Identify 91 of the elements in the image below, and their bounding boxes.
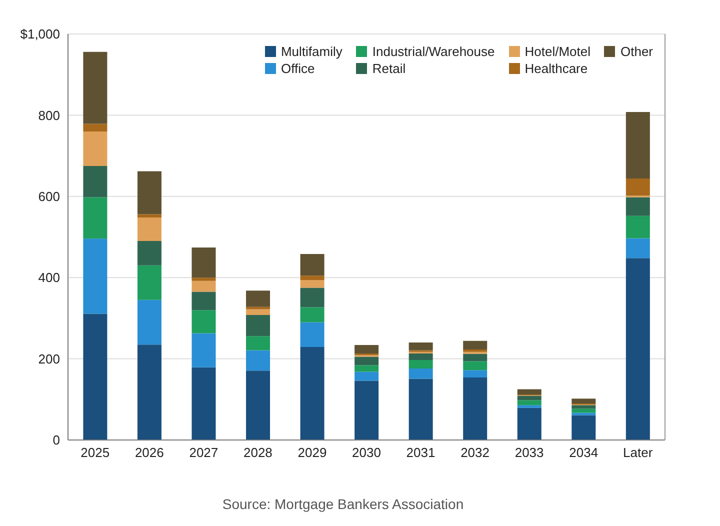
source-note: Source: Mortgage Bankers Association: [221, 496, 465, 512]
y-tick-label: 200: [38, 351, 60, 366]
bar: [408, 354, 433, 360]
bar: [626, 197, 650, 216]
bar: [192, 310, 216, 334]
bar: [300, 307, 324, 322]
legend-label: Other: [620, 44, 653, 59]
bar: [246, 290, 270, 307]
x-tick-label: Later: [623, 445, 654, 460]
bar: [83, 238, 108, 314]
bar: [246, 306, 270, 310]
bar: [408, 360, 433, 369]
x-tick-label: 2031: [406, 445, 436, 460]
bar: [572, 415, 596, 440]
bar: [517, 389, 542, 395]
bar: [517, 405, 542, 408]
legend-label: Multifamily: [280, 44, 342, 59]
bar: [246, 370, 270, 440]
bar: [626, 178, 650, 196]
bar: [354, 380, 379, 440]
x-tick-label: 2033: [514, 445, 544, 460]
bar: [572, 398, 596, 404]
bar: [408, 342, 433, 350]
bar: [137, 214, 162, 218]
bar: [246, 336, 270, 350]
bar: [83, 197, 108, 239]
bar: [137, 265, 162, 300]
bar: [300, 254, 324, 276]
bar: [463, 370, 488, 378]
bar: [192, 248, 216, 278]
x-tick-label: 2025: [80, 445, 110, 460]
bar: [408, 378, 433, 440]
bar: [626, 216, 650, 238]
bar: [572, 408, 596, 413]
bar: [300, 276, 324, 280]
legend-label: Healthcare: [524, 61, 588, 76]
bar: [354, 344, 379, 354]
bar: [300, 280, 324, 288]
bar: [463, 349, 488, 352]
bar: [137, 300, 162, 345]
bar: [137, 218, 162, 242]
bar: [517, 396, 542, 400]
bar: [354, 356, 379, 366]
x-tick-label: 2029: [298, 445, 327, 460]
bar: [192, 367, 216, 440]
y-tick-label: $1,000: [20, 26, 60, 42]
bar: [83, 124, 108, 132]
bar: [408, 368, 433, 379]
legend-label: Hotel/Motel: [524, 44, 590, 59]
bar: [192, 280, 216, 292]
bar: [137, 171, 162, 214]
y-tick-label: 400: [38, 270, 60, 286]
bar: [83, 166, 108, 198]
bar: [463, 377, 488, 440]
bar: [626, 258, 650, 440]
bar: [626, 112, 650, 179]
bar: [300, 288, 324, 308]
legend-label: Retail: [372, 61, 406, 76]
bar: [463, 354, 488, 362]
bar: [626, 238, 650, 258]
bar: [572, 405, 596, 409]
bar: [463, 340, 488, 350]
x-tick-label: 2030: [352, 445, 381, 460]
bar: [137, 344, 162, 440]
bar: [83, 314, 108, 440]
bar: [246, 314, 270, 336]
bar: [83, 52, 108, 124]
legend-label: Industrial/Warehouse: [372, 44, 495, 59]
x-tick-label: 2028: [243, 445, 272, 460]
y-tick-label: 800: [38, 108, 60, 123]
x-tick-label: 2034: [569, 445, 598, 460]
bar: [517, 400, 542, 406]
bar: [354, 372, 379, 381]
bar: [192, 333, 216, 368]
x-tick-label: 2027: [189, 445, 218, 460]
x-tick-label: 2032: [460, 445, 490, 460]
bar: [192, 292, 216, 310]
x-tick-label: 2026: [134, 445, 164, 460]
bar: [517, 408, 542, 440]
bar: [137, 241, 162, 266]
y-tick-label: 0: [52, 432, 60, 448]
bar: [83, 131, 108, 166]
bar: [300, 347, 324, 440]
y-tick-label: 600: [38, 189, 60, 204]
bar: [354, 365, 379, 372]
bar: [192, 278, 216, 281]
legend-label: Office: [280, 61, 315, 76]
bar: [300, 322, 324, 348]
bar: [246, 309, 270, 315]
bar: [463, 361, 488, 370]
bar: [246, 350, 270, 371]
